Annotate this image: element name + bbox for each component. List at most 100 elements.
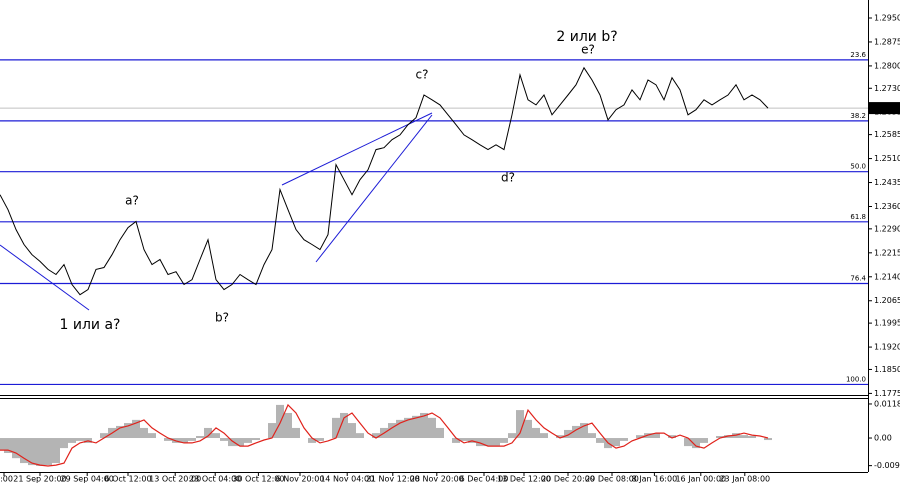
fib-label: 76.4 (850, 274, 866, 282)
histogram-bar (596, 438, 604, 443)
x-tick-label: 2:00 (0, 475, 13, 484)
y-tick-label: 0.01183 (874, 399, 900, 408)
histogram-bar (492, 438, 500, 447)
histogram-bar (516, 410, 524, 439)
price-marker-label: 1.2668 (871, 104, 899, 113)
y-tick-label: 1.2585 (874, 130, 900, 139)
histogram-bar (212, 433, 220, 439)
histogram-bar (588, 433, 596, 439)
y-tick-label: 1.2435 (874, 178, 900, 187)
fib-label: 61.8 (850, 213, 866, 221)
trend-line (281, 112, 433, 186)
histogram-bar (292, 427, 300, 439)
histogram-bar (28, 438, 36, 466)
y-tick-label: 1.2875 (874, 37, 900, 46)
wave-lines (0, 112, 433, 311)
histogram-bar (452, 438, 460, 443)
histogram-bar (332, 417, 340, 439)
histogram-bar (388, 423, 396, 439)
histogram-bar (140, 427, 148, 439)
histogram-bar (636, 435, 644, 439)
fib-label: 38.2 (850, 112, 866, 120)
histogram-bar (612, 438, 620, 447)
histogram-bar (68, 438, 76, 443)
histogram-bar (620, 438, 628, 441)
histogram-bar (372, 433, 380, 439)
histogram-bar (116, 425, 124, 439)
histogram-bar (396, 419, 404, 439)
histogram-bar (100, 433, 108, 439)
histogram-bar (740, 435, 748, 439)
histogram-bar (20, 438, 28, 464)
x-tick-label: 21 Sep 20:00 (13, 475, 66, 484)
annotation: a? (125, 194, 139, 208)
histogram-bar (556, 435, 564, 439)
histogram-bar (220, 438, 228, 441)
x-tick-label: 6 Dec 04:00 (460, 475, 509, 484)
fib-label: 50.0 (850, 163, 866, 171)
histogram-bar (700, 438, 708, 443)
y-tick-label: 1.1850 (874, 365, 900, 374)
histogram-bar (284, 412, 292, 439)
histogram-bar (148, 433, 156, 439)
histogram-bar (0, 438, 4, 451)
x-tick-label: 16 Jan 00:00 (675, 475, 726, 484)
x-tick-label: 14 Nov 04:00 (320, 475, 374, 484)
y-tick-label: 1.2140 (874, 272, 900, 281)
annotation: d? (501, 171, 515, 185)
histogram-bar (276, 404, 284, 439)
x-tick-label: 30 Oct 12:00 (232, 475, 284, 484)
histogram-bar (716, 436, 724, 439)
x-tick-label: 21 Nov 12:00 (366, 475, 420, 484)
histogram-bar (196, 436, 204, 439)
annotation: 1 или a? (60, 317, 121, 333)
histogram-bar (316, 438, 324, 441)
y-tick-label: 0.00 (874, 434, 892, 443)
x-tick-label: 6 Oct 12:00 (104, 475, 151, 484)
fib-label: 23.6 (850, 51, 866, 59)
trend-line (315, 114, 433, 263)
histogram-bar (508, 433, 516, 439)
histogram-bar (532, 427, 540, 439)
histogram-bar (4, 438, 12, 453)
histogram-bar (764, 438, 772, 441)
histogram-bar (460, 438, 468, 441)
histogram-bar (348, 423, 356, 439)
histogram-bar (356, 433, 364, 439)
x-tick-label: 28 Nov 20:00 (410, 475, 464, 484)
histogram-bar (12, 438, 20, 459)
histogram-bar (412, 415, 420, 439)
y-tick-label: 1.2290 (874, 224, 900, 233)
histogram-bar (132, 419, 140, 439)
histogram-bar (52, 438, 60, 464)
y-tick-label: 1.1920 (874, 343, 900, 352)
x-tick-label: 20 Dec 20:00 (541, 475, 595, 484)
y-tick-label: 1.2730 (874, 84, 900, 93)
x-tick-label: 6 Nov 20:00 (276, 475, 325, 484)
histogram-bar (564, 429, 572, 439)
annotation: c? (416, 68, 429, 82)
fib-label: 100.0 (846, 375, 866, 383)
y-tick-label: 1.2950 (874, 13, 900, 22)
y-tick-label: -0.00959 (874, 461, 900, 470)
histogram-bar (180, 438, 188, 443)
histogram-bar (236, 438, 244, 447)
x-tick-label: 13 Dec 12:00 (497, 475, 551, 484)
histogram-bar (436, 427, 444, 439)
histogram-bar (420, 412, 428, 439)
histogram-bar (188, 438, 196, 441)
x-tick-label: 8 Jan 16:00 (632, 475, 678, 484)
histogram-bar (652, 433, 660, 439)
histogram-bar (268, 423, 276, 439)
signal-line (0, 403, 769, 467)
y-tick-label: 1.2360 (874, 202, 900, 211)
price-line (0, 66, 769, 296)
annotation: e? (581, 43, 595, 57)
histogram-bar (164, 438, 172, 441)
y-tick-label: 1.2215 (874, 248, 900, 257)
histogram-bar (60, 438, 68, 449)
histogram-bar (244, 438, 252, 443)
histogram-bar (228, 438, 236, 447)
histogram-bar (748, 436, 756, 439)
x-tick-label: 23 Oct 04:00 (189, 475, 241, 484)
